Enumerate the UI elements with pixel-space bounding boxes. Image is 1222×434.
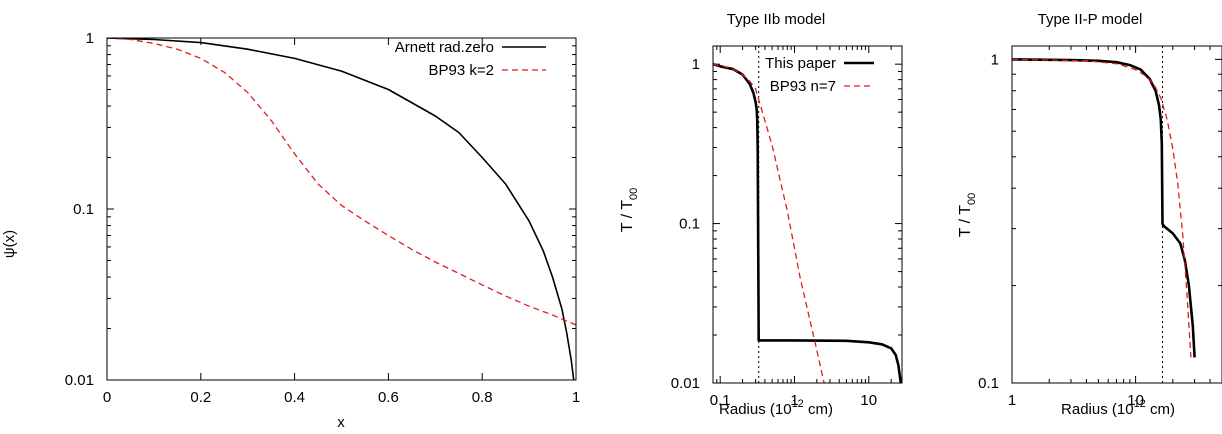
x-axis-label: Radius (1012 cm) bbox=[719, 398, 833, 418]
chart-title: Type IIb model bbox=[727, 11, 825, 28]
series-line-2 bbox=[1012, 58, 1192, 358]
x-tick-label: 0.6 bbox=[378, 389, 399, 406]
x-tick-label: 0.2 bbox=[190, 389, 211, 406]
legend-label: BP93 n=7 bbox=[770, 78, 836, 95]
y-axis-label: ψ(x) bbox=[1, 230, 18, 258]
x-tick-label: 0 bbox=[103, 389, 111, 406]
y-tick-label: 1 bbox=[991, 51, 999, 68]
x-tick-label: 10 bbox=[860, 392, 877, 409]
series-line-1 bbox=[107, 38, 575, 380]
x-tick-label: 1 bbox=[790, 392, 798, 409]
legend-label: BP93 k=2 bbox=[429, 62, 494, 79]
plot-frame bbox=[1011, 45, 1222, 384]
panel-psi-vs-x: ψ(x) x 0 0.2 0.4 0.6 0.8 1 0.01 0.1 1 Arnett rad.… bbox=[1, 30, 580, 431]
series-line-2 bbox=[713, 63, 825, 383]
x-axis-label: x bbox=[337, 414, 345, 431]
chart-title: Type II-P model bbox=[1038, 11, 1143, 28]
y-axis-label: T / T00 bbox=[619, 188, 640, 233]
x-tick-label: 10 bbox=[1127, 392, 1144, 409]
y-tick-label: 1 bbox=[692, 56, 700, 73]
legend-label: This paper bbox=[765, 55, 836, 72]
series-line-1 bbox=[1012, 58, 1196, 358]
x-tick-label: 1 bbox=[1008, 392, 1016, 409]
y-tick-label: 0.1 bbox=[73, 201, 94, 218]
x-tick-label: 0.4 bbox=[284, 389, 305, 406]
y-tick-label: 0.01 bbox=[671, 375, 700, 392]
x-tick-label: 0.1 bbox=[710, 392, 731, 409]
legend-label: Arnett rad.zero bbox=[395, 39, 494, 56]
y-tick-label: 0.1 bbox=[679, 216, 700, 233]
x-tick-label: 0.8 bbox=[472, 389, 493, 406]
panel-type-iib: Type IIb model T / T00 Radius (1012 cm) … bbox=[619, 11, 903, 418]
y-tick-label: 0.1 bbox=[978, 375, 999, 392]
series-line-1 bbox=[713, 62, 902, 383]
x-axis-label: Radius (1012 cm) bbox=[1061, 398, 1175, 418]
x-tick-label: 1 bbox=[572, 389, 580, 406]
panel-type-iip: Type II-P model T / T00 Radius (1012 cm)… bbox=[957, 11, 1222, 418]
plot-frame bbox=[712, 45, 903, 384]
y-axis-label: T / T00 bbox=[957, 193, 978, 238]
series-line-2 bbox=[107, 38, 576, 326]
y-tick-label: 1 bbox=[86, 30, 94, 47]
y-tick-label: 0.01 bbox=[65, 372, 94, 389]
plot-frame bbox=[106, 37, 577, 381]
